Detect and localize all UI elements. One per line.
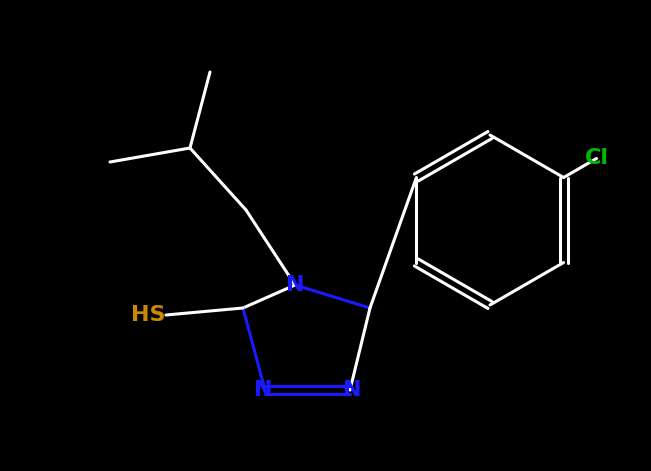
Text: Cl: Cl	[585, 148, 609, 169]
Text: N: N	[342, 380, 361, 400]
Text: N: N	[286, 275, 304, 295]
Text: N: N	[254, 380, 272, 400]
Text: HS: HS	[131, 305, 165, 325]
